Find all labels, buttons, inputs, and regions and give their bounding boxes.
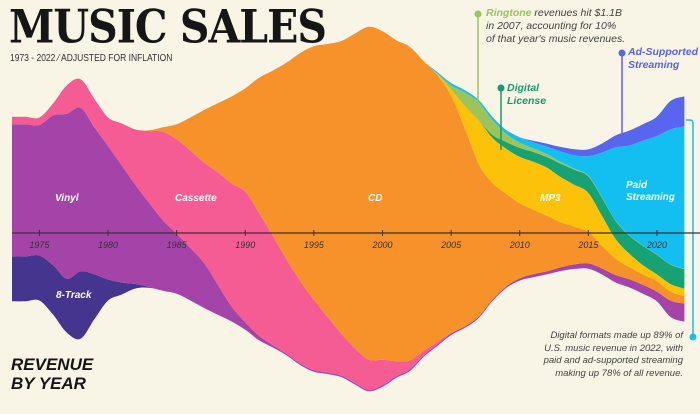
x-axis: 1975 1980 1985 1990 1995 2000 2005 2010 2015 2020 [12,230,700,250]
summary-annotation: Digital formats made up 89% of U.S. musi… [544,330,683,380]
x-tick-label: 1990 [235,240,255,250]
summary-line-3: paid and ad-supported streaming [543,355,683,366]
x-tick-label: 2020 [646,240,667,250]
revenue-line-1: REVENUE [11,355,94,374]
x-tick-label: 1975 [29,240,50,250]
layer-vinyl [12,107,685,392]
summary-line-2: U.S. music revenue in 2022, with [544,342,683,354]
ringtone-line-2: in 2007, accounting for 10% [486,20,617,32]
summary-line-1: Digital formats made up 89% of [550,330,683,341]
x-tick-label: 2000 [371,240,392,250]
ad-supported-line-1: Ad-Supported [628,46,698,58]
paid-label-line-2: Streaming [626,192,675,203]
series-label-8-track: 8-Track [56,290,92,301]
layer-cd [12,26,685,362]
x-tick-label: 2015 [577,240,599,250]
layer-cassette [12,78,685,390]
series-label-mp3: MP3 [540,193,561,204]
series-label-paid-streaming: Paid Streaming [626,180,675,204]
subtitle: 1973 - 2022 ∕ ADJUSTED FOR INFLATION [10,53,173,64]
ringtone-line-3: of that year's music revenues. [486,33,626,45]
stream-layers [12,26,685,392]
ringtone-annotation: Ringtone revenues hit $1.1B in 2007, acc… [486,7,625,46]
revenue-by-year-label: REVENUE BY YEAR [11,355,93,393]
summary-callout-dot [689,333,697,341]
callout-lines [474,10,697,341]
x-tick-label: 1995 [304,240,325,250]
digital-license-line-1: Digital [507,82,540,94]
digital-license-line-2: License [507,95,547,107]
digital-license-annotation: Digital License [507,82,546,108]
ad-supported-annotation: Ad-Supported Streaming [628,46,698,72]
ringtone-line-1: revenues hit $1.1B [531,7,622,19]
ringtone-highlight: Ringtone [486,7,532,19]
x-tick-label: 1985 [167,240,188,250]
digital-license-callout-dot [497,84,505,92]
summary-callout-line [686,119,694,336]
series-label-cd: CD [368,193,383,204]
revenue-line-2: BY YEAR [11,374,86,393]
summary-line-4: making up 78% of all revenue. [555,367,683,379]
layer-paid-streaming [12,26,685,269]
ringtone-callout-dot [474,10,482,18]
layer-ad-supported-streaming [12,26,685,157]
page-title: MUSIC SALES [9,0,327,54]
paid-label-line-1: Paid [626,180,648,191]
x-tick-label: 2005 [440,240,462,250]
x-tick-label: 2010 [509,240,530,250]
ad-supported-line-2: Streaming [628,59,680,71]
ad-supported-callout-dot [618,49,626,57]
series-label-vinyl: Vinyl [55,193,79,204]
series-label-cassette: Cassette [175,193,217,204]
x-tick-label: 1980 [98,240,118,250]
